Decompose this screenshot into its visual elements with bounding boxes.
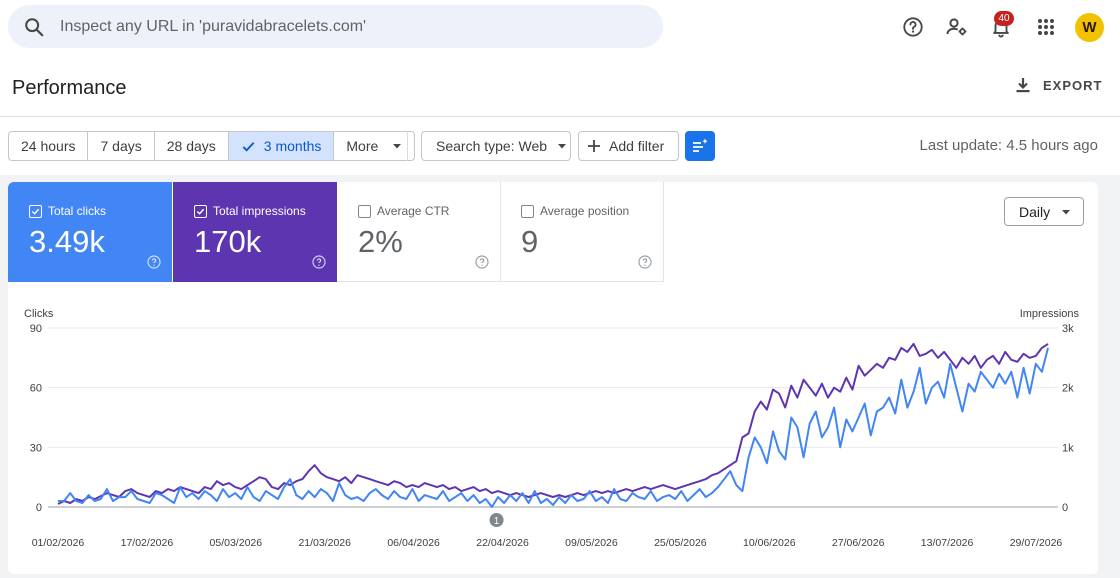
granularity-dropdown[interactable]: Daily [1004, 197, 1084, 226]
date-more-label: More [346, 138, 379, 154]
date-24-hours-button[interactable]: 24 hours [9, 132, 89, 160]
total-clicks-value: 3.49k [29, 224, 105, 259]
average-position-value: 9 [521, 224, 539, 259]
granularity-label: Daily [1019, 203, 1051, 220]
metric-label-row: Average position [521, 204, 629, 218]
annotation-marker [489, 513, 504, 527]
series-line-clicks [58, 347, 1049, 508]
date-range-selector: 24 hours 7 days 28 days 3 months More [8, 131, 416, 161]
export-label: EXPORT [1043, 77, 1103, 93]
x-tick-label: 09/05/2026 [565, 537, 618, 549]
filter-divider [407, 131, 408, 161]
x-tick-label: 27/06/2026 [832, 537, 885, 549]
date-28-days-label: 28 days [166, 138, 216, 154]
performance-chart: Clicks Impressions 90 3k 60 2k 30 1k 0 0 01/02/202… [24, 308, 1080, 549]
dropdown-arrow-icon [1062, 209, 1071, 214]
x-tick-label: 06/04/2026 [387, 537, 440, 549]
checkbox-checked-icon[interactable] [194, 204, 207, 218]
filter-bar: 24 hours 7 days 28 days 3 months More Se… [0, 117, 1120, 175]
date-28-days-button[interactable]: 28 days [155, 132, 229, 160]
checkbox-unchecked-icon[interactable] [521, 204, 534, 218]
apps-grid-icon[interactable] [1033, 14, 1059, 40]
export-button[interactable]: EXPORT [1013, 75, 1102, 95]
search-type-dropdown[interactable]: Search type: Web [421, 131, 571, 161]
help-icon[interactable] [638, 255, 652, 269]
url-inspection-search[interactable] [8, 5, 663, 48]
right-tick-label: 0 [1062, 502, 1068, 514]
download-icon [1016, 78, 1030, 93]
date-3-months-label: 3 months [263, 138, 322, 154]
page-header: Performance EXPORT [0, 56, 1120, 117]
help-icon[interactable] [312, 255, 326, 269]
last-update-text: Last update: 4.5 hours ago [919, 137, 1098, 154]
left-tick-label: 60 [30, 383, 42, 395]
series-line-impressions [57, 342, 1049, 505]
x-tick-label: 21/03/2026 [298, 537, 351, 549]
left-tick-label: 30 [30, 442, 42, 454]
date-7-days-label: 7 days [100, 138, 142, 154]
date-7-days-button[interactable]: 7 days [88, 132, 155, 160]
left-tick-label: 90 [30, 323, 42, 335]
checkbox-unchecked-icon[interactable] [358, 204, 371, 218]
x-tick-label: 17/02/2026 [121, 537, 174, 549]
average-position-label: Average position [540, 204, 630, 218]
search-icon [25, 17, 44, 36]
left-tick-label: 0 [36, 502, 42, 514]
average-ctr-value: 2% [358, 224, 403, 259]
x-tick-label: 10/06/2026 [743, 537, 796, 549]
x-tick-label: 29/07/2026 [1010, 537, 1063, 549]
right-tick-label: 3k [1062, 323, 1074, 335]
top-bar: 40 W [0, 0, 1120, 56]
plus-icon [588, 140, 600, 152]
metric-label-row: Average CTR [358, 204, 449, 218]
right-tick-label: 1k [1062, 442, 1074, 454]
page-title: Performance [12, 77, 127, 99]
date-24-hours-label: 24 hours [21, 138, 76, 154]
filter-sparkle-icon [693, 138, 708, 152]
help-icon[interactable] [475, 255, 489, 269]
filter-options-button[interactable] [685, 131, 715, 161]
total-impressions-value: 170k [194, 224, 262, 259]
x-tick-label: 05/03/2026 [210, 537, 263, 549]
metric-label-row: Total clicks [29, 204, 106, 218]
right-axis-title: Impressions [1020, 308, 1080, 320]
average-ctr-label: Average CTR [377, 204, 450, 218]
x-tick-label: 22/04/2026 [476, 537, 529, 549]
checkbox-checked-icon[interactable] [29, 204, 42, 218]
x-tick-label: 25/05/2026 [654, 537, 707, 549]
x-tick-label: 13/07/2026 [921, 537, 974, 549]
x-tick-label: 01/02/2026 [32, 537, 85, 549]
metric-average-position[interactable]: Average position 9 [500, 182, 664, 282]
annotation-label: 1 [494, 516, 500, 527]
search-input[interactable] [60, 17, 620, 36]
metric-total-impressions[interactable]: Total impressions 170k [173, 182, 337, 282]
total-impressions-label: Total impressions [213, 204, 306, 218]
search-type-label: Search type: Web [436, 138, 548, 154]
add-filter-button[interactable]: Add filter [578, 131, 679, 161]
dropdown-arrow-icon [558, 144, 567, 149]
right-tick-label: 2k [1062, 383, 1074, 395]
metric-label-row: Total impressions [194, 204, 306, 218]
avatar-initial: W [1082, 19, 1097, 36]
manage-users-icon[interactable] [944, 14, 970, 40]
left-axis-title: Clicks [24, 308, 54, 320]
date-3-months-button[interactable]: 3 months [228, 132, 335, 160]
add-filter-label: Add filter [609, 138, 665, 154]
help-icon[interactable] [147, 255, 161, 269]
dropdown-arrow-icon [393, 144, 402, 149]
metric-average-ctr[interactable]: Average CTR 2% [337, 182, 501, 282]
help-icon[interactable] [900, 14, 926, 40]
notification-count-badge: 40 [994, 11, 1014, 26]
metric-total-clicks[interactable]: Total clicks 3.49k [8, 182, 172, 282]
total-clicks-label: Total clicks [48, 204, 107, 218]
checkmark-icon [242, 141, 255, 152]
date-more-dropdown[interactable]: More [334, 132, 414, 160]
account-avatar[interactable]: W [1075, 13, 1104, 42]
performance-card: Total clicks 3.49k Total impressions 170… [8, 182, 1098, 574]
